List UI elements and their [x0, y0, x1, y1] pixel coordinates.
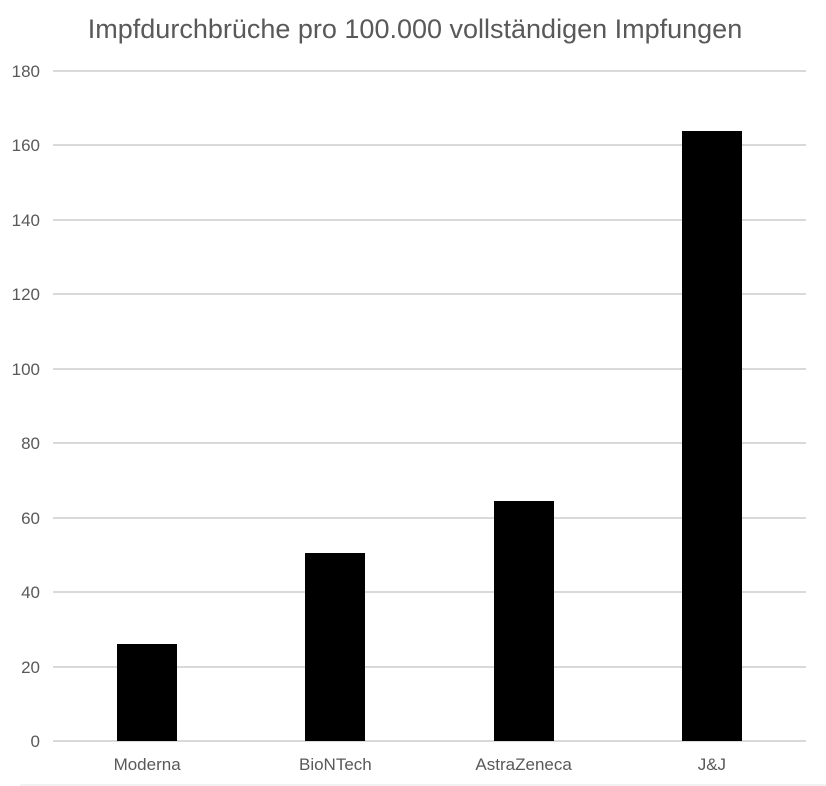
- x-tick-label-j-j: J&J: [697, 755, 727, 774]
- bar-biontech: [305, 553, 366, 741]
- bar-j-j: [681, 130, 742, 741]
- x-tick-label-biontech: BioNTech: [298, 755, 372, 774]
- chart-title: Impfdurchbrüche pro 100.000 vollständige…: [87, 14, 743, 44]
- y-tick-label-40: 40: [21, 583, 40, 603]
- gridline-y-40: [53, 591, 806, 594]
- gridline-y-160: [53, 144, 806, 147]
- gridline-y-120: [53, 293, 806, 296]
- gridline-y-140: [53, 218, 806, 221]
- y-tick-label-60: 60: [21, 508, 40, 528]
- gridline-y-180: [53, 70, 806, 72]
- gridline-y-20: [53, 665, 806, 668]
- y-tick-label-0: 0: [30, 732, 40, 751]
- y-tick-label-180: 180: [11, 62, 40, 81]
- y-tick-label-100: 100: [11, 359, 40, 379]
- x-tick-label-moderna: Moderna: [113, 755, 181, 774]
- y-tick-label-20: 20: [21, 657, 40, 677]
- y-tick-label-160: 160: [11, 136, 40, 156]
- window-bottom-edge: [20, 784, 826, 786]
- y-tick-label-80: 80: [21, 434, 40, 454]
- x-tick-label-astrazeneca: AstraZeneca: [475, 755, 572, 774]
- gridline-y-100: [53, 367, 806, 370]
- bar-moderna: [117, 644, 178, 741]
- bar-astrazeneca: [493, 500, 554, 741]
- gridline-y-80: [53, 442, 806, 445]
- y-tick-label-120: 120: [11, 285, 40, 305]
- gridline-y-0: [53, 740, 806, 742]
- y-tick-label-140: 140: [11, 210, 40, 230]
- gridline-y-60: [53, 516, 806, 519]
